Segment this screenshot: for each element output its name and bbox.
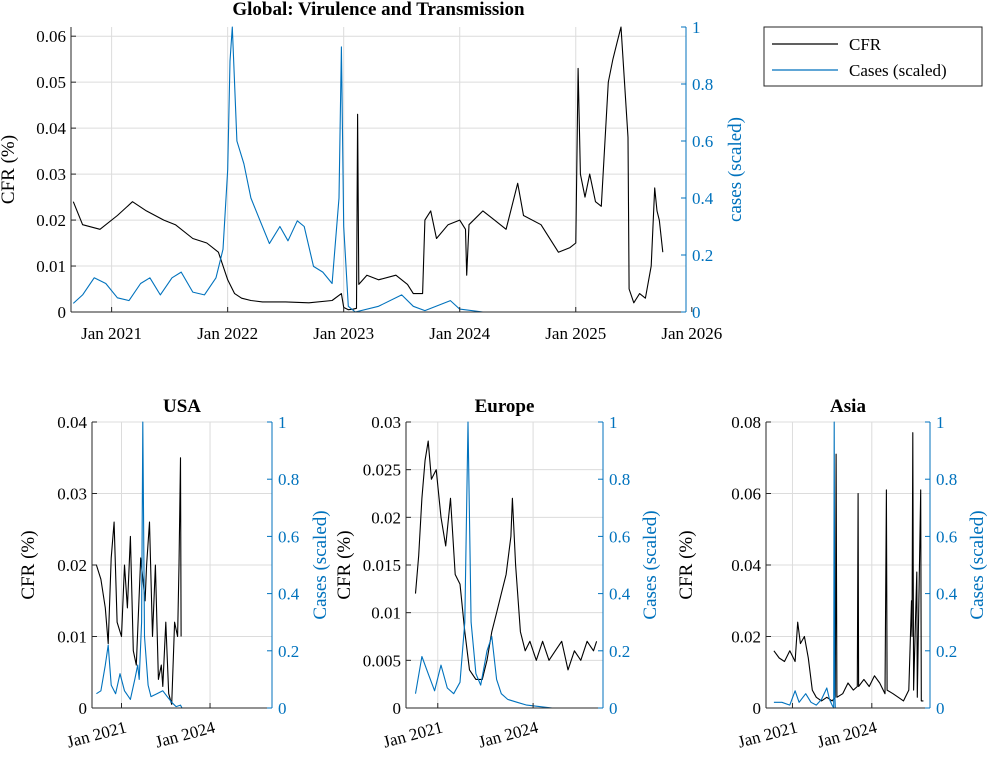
y-tick-label-right: 0.6 [692, 132, 713, 151]
x-tick-label: Jan 2022 [197, 324, 258, 343]
y-tick-label-left: 0.01 [36, 257, 66, 276]
x-tick-label: Jan 2024 [153, 717, 217, 751]
chart-usa: 0 0.01 0.02 0.03 0.04 0 0.2 0.4 0.6 0.8 1 Jan 2021 J… [18, 396, 331, 752]
y-tick-label-left: 0.04 [57, 413, 87, 432]
y-tick-label-right: 0.6 [278, 527, 299, 546]
y-tick-label-right: 0.2 [936, 642, 957, 661]
y-tick-label-right: 0.2 [692, 246, 713, 265]
legend-cases-label: Cases (scaled) [849, 61, 947, 80]
y-tick-label-left: 0.05 [36, 73, 66, 92]
y-tick-label-right: 0.8 [692, 75, 713, 94]
x-tick-label: Jan 2021 [81, 324, 142, 343]
y-axis-label-left: CFR (%) [676, 530, 697, 599]
x-tick-label: Jan 2025 [545, 324, 606, 343]
y-tick-label-left: 0.005 [363, 651, 401, 670]
y-tick-label-left: 0 [58, 303, 67, 322]
x-tick-label: Jan 2024 [429, 324, 490, 343]
y-tick-label-left: 0.025 [363, 461, 401, 480]
legend-box [763, 26, 983, 87]
y-axis-label-right: cases (scaled) [725, 117, 746, 222]
y-tick-label-left: 0.03 [36, 165, 66, 184]
x-tick-label: Jan 2024 [476, 717, 540, 751]
y-tick-label-right: 0.8 [278, 470, 299, 489]
chart-asia: 0 0.02 0.04 0.06 0.08 0 0.2 0.4 0.6 0.8 1 Jan 2021 J… [676, 396, 988, 752]
y-tick-label-right: 0.2 [609, 642, 630, 661]
y-axis-label-left: CFR (%) [0, 135, 19, 204]
cases-series-line [414, 421, 603, 709]
x-tick-label: Jan 2021 [736, 718, 800, 752]
y-tick-label-right: 1 [278, 413, 287, 432]
cases-series-line [773, 421, 930, 709]
chart-europe: 0 0.005 0.01 0.015 0.02 0.025 0.03 0 0.2 0.4 0.6 0.… [334, 396, 661, 752]
legend-cfr-label: CFR [849, 35, 882, 54]
chart-title: Global: Virulence and Transmission [232, 0, 525, 20]
y-tick-label-right: 0.6 [936, 527, 957, 546]
cfr-series-line [773, 432, 924, 702]
y-tick-label-left: 0.02 [371, 508, 401, 527]
y-tick-label-left: 0.02 [731, 628, 761, 647]
y-tick-label-left: 0.02 [36, 211, 66, 230]
y-tick-label-right: 1 [936, 413, 945, 432]
x-tick-label: Jan 2021 [65, 718, 129, 752]
y-tick-label-right: 1 [609, 413, 618, 432]
y-tick-label-right: 0 [278, 699, 287, 718]
y-tick-label-left: 0.04 [36, 119, 66, 138]
cfr-series-line [72, 26, 664, 311]
x-tick-label: Jan 2026 [661, 324, 722, 343]
y-tick-label-right: 0.8 [609, 470, 630, 489]
y-axis-label-right: Cases (scaled) [310, 510, 331, 619]
y-tick-label-left: 0 [79, 699, 88, 718]
cfr-series-line [414, 440, 598, 680]
y-tick-label-left: 0.06 [731, 485, 761, 504]
x-tick-label: Jan 2023 [313, 324, 374, 343]
y-tick-label-left: 0.015 [363, 556, 401, 575]
y-tick-label-left: 0.03 [57, 485, 87, 504]
y-tick-label-right: 0.4 [692, 189, 714, 208]
y-tick-label-right: 0.4 [936, 585, 958, 604]
y-tick-label-right: 0.6 [609, 527, 630, 546]
y-tick-label-right: 0.4 [609, 585, 631, 604]
y-tick-label-right: 0.2 [278, 642, 299, 661]
legend: CFR Cases (scaled) [763, 26, 983, 87]
y-tick-label-right: 0.4 [278, 585, 300, 604]
x-tick-label: Jan 2021 [381, 718, 445, 752]
y-tick-label-left: 0.03 [371, 413, 401, 432]
y-tick-label-right: 1 [692, 18, 701, 37]
y-axis-label-right: Cases (scaled) [640, 510, 661, 619]
y-tick-label-left: 0.04 [731, 556, 761, 575]
chart-title: USA [163, 396, 201, 417]
y-tick-label-right: 0 [936, 699, 945, 718]
y-axis-label-right: Cases (scaled) [967, 510, 988, 619]
y-tick-label-left: 0.01 [371, 604, 401, 623]
y-axis-label-left: CFR (%) [334, 530, 355, 599]
y-tick-label-left: 0 [393, 699, 402, 718]
cases-series-line [96, 421, 183, 709]
chart-title: Europe [475, 396, 535, 417]
y-tick-label-left: 0.01 [57, 628, 87, 647]
y-tick-label-right: 0 [692, 303, 701, 322]
y-axis-label-left: CFR (%) [18, 530, 39, 599]
y-tick-label-left: 0 [753, 699, 762, 718]
cases-series-line [72, 26, 686, 313]
y-tick-label-left: 0.08 [731, 413, 761, 432]
chart-title: Asia [830, 396, 866, 417]
y-tick-label-right: 0.8 [936, 470, 957, 489]
y-tick-label-left: 0.06 [36, 27, 66, 46]
y-tick-label-left: 0.02 [57, 556, 87, 575]
cfr-series-line [95, 457, 182, 705]
x-tick-label: Jan 2024 [815, 717, 879, 751]
chart-global: 0 0.01 0.02 0.03 0.04 0.05 0.06 0 0.2 0.4 0.6 0.8 1 J… [0, 0, 746, 343]
y-tick-label-right: 0 [609, 699, 618, 718]
